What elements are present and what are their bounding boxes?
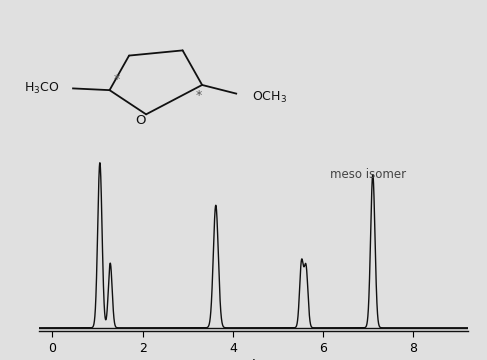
Text: H$_3$CO: H$_3$CO (24, 81, 59, 96)
Text: O: O (135, 114, 145, 127)
Text: *: * (114, 73, 120, 86)
Text: OCH$_3$: OCH$_3$ (252, 90, 286, 105)
X-axis label: Min: Min (241, 359, 265, 360)
Text: meso isomer: meso isomer (330, 168, 406, 181)
Text: *: * (195, 89, 202, 102)
